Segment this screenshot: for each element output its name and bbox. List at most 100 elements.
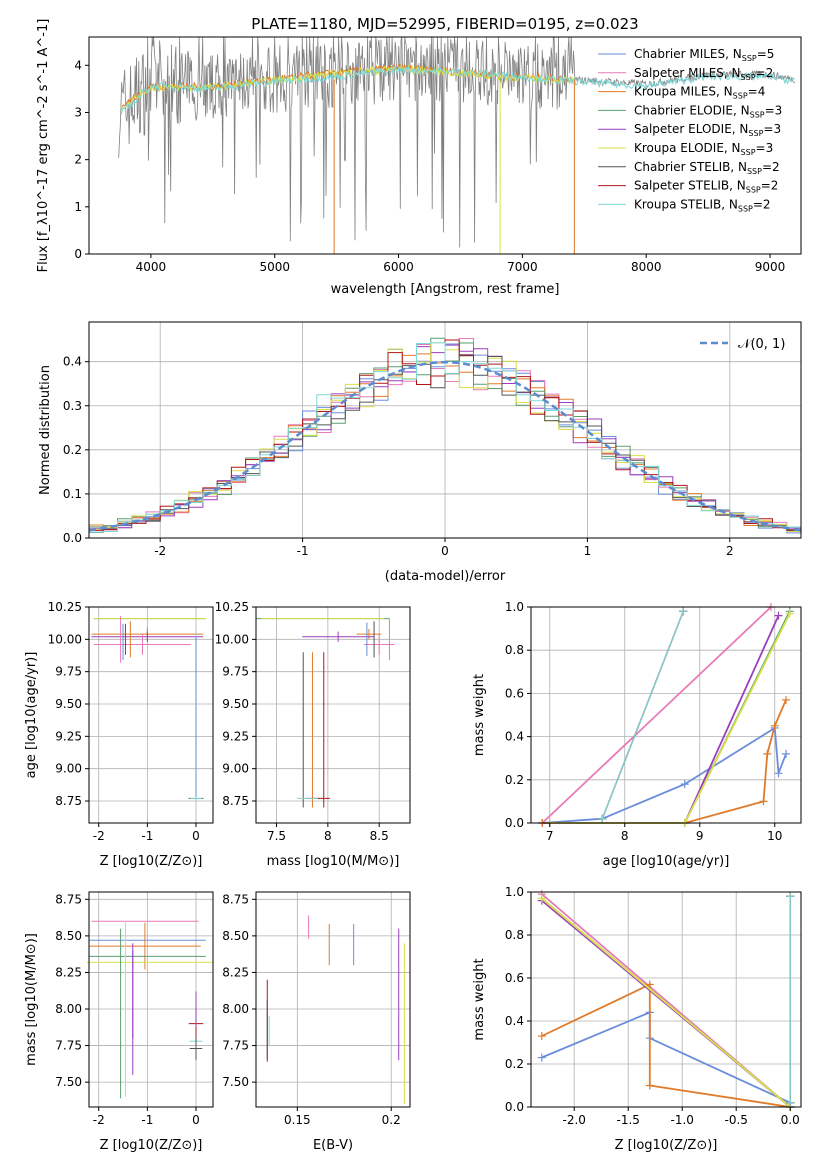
- x-tick-label: 0: [192, 1113, 200, 1127]
- axes-frame: [530, 891, 802, 1108]
- y-axis-label: Flux [f_λ10^-17 erg cm^-2 s^-1 A^-1]: [36, 19, 51, 273]
- data-point: [782, 695, 790, 704]
- y-tick-label: 3: [74, 105, 82, 119]
- weight-series: [601, 611, 684, 819]
- y-tick-label: 7.75: [222, 1039, 249, 1053]
- data-point: [759, 797, 768, 806]
- x-tick-label: -1: [297, 544, 309, 558]
- y-tick-label: 8.75: [55, 794, 82, 808]
- data-point: [774, 769, 783, 778]
- x-axis-label: (data-model)/error: [385, 569, 506, 584]
- legend-entry: Salpeter MILES, NSSP=2: [634, 66, 773, 82]
- y-tick-label: 8.75: [222, 794, 249, 808]
- axes-frame: [255, 891, 411, 1108]
- y-tick-label: 0.2: [505, 773, 524, 787]
- x-tick-label: 0: [192, 829, 200, 843]
- y-tick-label: 0.0: [63, 531, 82, 545]
- y-tick-label: 9.50: [55, 697, 82, 711]
- data-point: [537, 1053, 546, 1062]
- x-tick-label: 10: [767, 829, 782, 843]
- chart-spectrum: 4000 5000 6000 7000 8000 9000 0 1 2 3 4 wavelength …: [36, 19, 802, 297]
- x-tick-label: 8: [621, 829, 629, 843]
- x-tick-label: 0.15: [284, 1113, 311, 1127]
- chart-histogram: -2 -1 0 1 2 0.0 0.1 0.2 0.3 0.4 (data-model)/error…: [38, 321, 802, 584]
- x-axis-label: Z [log10(Z/Z⊙)]: [615, 1138, 718, 1153]
- y-tick-label: 10.00: [215, 632, 249, 646]
- y-tick-label: 0.3: [63, 399, 82, 413]
- x-axis-label: Z [log10(Z/Z⊙)]: [100, 854, 203, 869]
- y-tick-label: 8.25: [55, 965, 82, 979]
- x-tick-label: 7: [546, 829, 554, 843]
- x-tick-label: -1.0: [670, 1113, 693, 1127]
- legend-entry: Chabrier STELIB, NSSP=2: [634, 160, 780, 176]
- y-tick-label: 9.75: [55, 665, 82, 679]
- x-tick-label: 6000: [383, 260, 414, 274]
- x-tick-label: 7.5: [267, 829, 286, 843]
- y-tick-label: 8.00: [222, 1002, 249, 1016]
- data-point: [537, 1032, 546, 1041]
- x-tick-label: 8: [324, 829, 332, 843]
- x-tick-label: -2: [93, 1113, 105, 1127]
- weight-series: [541, 983, 791, 1108]
- y-tick-label: 8.75: [222, 892, 249, 906]
- legend-entry: Kroupa STELIB, NSSP=2: [634, 197, 771, 213]
- data-point: [645, 1081, 654, 1090]
- y-tick-label: 0.6: [505, 686, 524, 700]
- data-point: [774, 611, 783, 620]
- y-tick-label: 1: [74, 200, 82, 214]
- y-axis-label: Normed distribution: [38, 365, 53, 495]
- data-point: [785, 609, 794, 618]
- spectrum-title: PLATE=1180, MJD=52995, FIBERID=0195, z=0…: [251, 15, 638, 33]
- x-tick-label: -1: [141, 1113, 153, 1127]
- data-point: [645, 980, 654, 989]
- x-tick-label: -1.5: [616, 1113, 639, 1127]
- x-tick-label: 8000: [631, 260, 662, 274]
- y-tick-label: 7.75: [55, 1039, 82, 1053]
- x-axis-label: mass [log10(M/M⊙)]: [267, 854, 400, 869]
- y-tick-label: 8.50: [55, 929, 82, 943]
- y-tick-label: 8.75: [55, 892, 82, 906]
- y-tick-label: 0.4: [505, 730, 524, 744]
- plot-area: [86, 920, 213, 1099]
- chart-massweight-vs-age: 7 8 9 10 0.0 0.2 0.4 0.6 0.8 1.0 age [log10(age/yr…: [472, 600, 802, 869]
- y-tick-label: 8.25: [222, 965, 249, 979]
- chart-age-vs-mass: 7.5 8 8.5 8.75 9.00 9.25 9.50 9.75 10.00 10.25 mas…: [215, 600, 411, 869]
- x-tick-label: 0.0: [781, 1113, 800, 1127]
- y-tick-label: 0.6: [505, 971, 524, 985]
- chart-mass-vs-EBV: 0.15 0.2 7.50 7.75 8.00 8.25 8.50 8.75 E(B-V): [222, 891, 411, 1153]
- weight-series: [542, 726, 787, 824]
- legend-entry: Chabrier ELODIE, NSSP=3: [634, 103, 782, 119]
- x-tick-label: 8.5: [370, 829, 389, 843]
- x-axis-label: age [log10(age/yr)]: [603, 854, 730, 869]
- x-tick-label: 4000: [136, 260, 167, 274]
- x-tick-label: -0.5: [724, 1113, 747, 1127]
- y-tick-label: 0.4: [63, 355, 82, 369]
- y-tick-label: 1.0: [505, 600, 524, 614]
- x-tick-label: -2: [154, 544, 166, 558]
- y-tick-label: 10.00: [48, 632, 82, 646]
- legend-entry: Salpeter STELIB, NSSP=2: [634, 179, 778, 195]
- x-tick-label: 2: [726, 544, 734, 558]
- x-tick-label: 9000: [755, 260, 786, 274]
- plot-area: [91, 616, 206, 802]
- x-tick-label: 0: [441, 544, 449, 558]
- y-tick-label: 7.50: [222, 1075, 249, 1089]
- weight-series: [542, 699, 787, 824]
- y-axis-label: mass weight: [472, 958, 487, 1040]
- y-tick-label: 8.50: [222, 929, 249, 943]
- x-axis-label: Z [log10(Z/Z⊙)]: [100, 1138, 203, 1153]
- data-point: [786, 892, 795, 901]
- chart-age-vs-Z: -2 -1 0 8.75 9.00 9.25 9.50 9.75 10.00 10.25 Z [lo…: [24, 600, 214, 869]
- legend-entry: Kroupa ELODIE, NSSP=3: [634, 141, 773, 157]
- plot-area: [118, 36, 796, 254]
- y-tick-label: 0.4: [505, 1014, 524, 1028]
- weight-series: [541, 1011, 792, 1107]
- y-axis-label: age [log10(age/yr)]: [24, 652, 39, 779]
- x-tick-label: -1: [141, 829, 153, 843]
- y-tick-label: 0.2: [63, 443, 82, 457]
- plot-area: [537, 890, 795, 1111]
- legend-entry: 𝒩(0, 1): [738, 337, 785, 352]
- axes-frame: [88, 36, 802, 255]
- y-tick-label: 7.50: [55, 1075, 82, 1089]
- axes-frame: [88, 891, 214, 1108]
